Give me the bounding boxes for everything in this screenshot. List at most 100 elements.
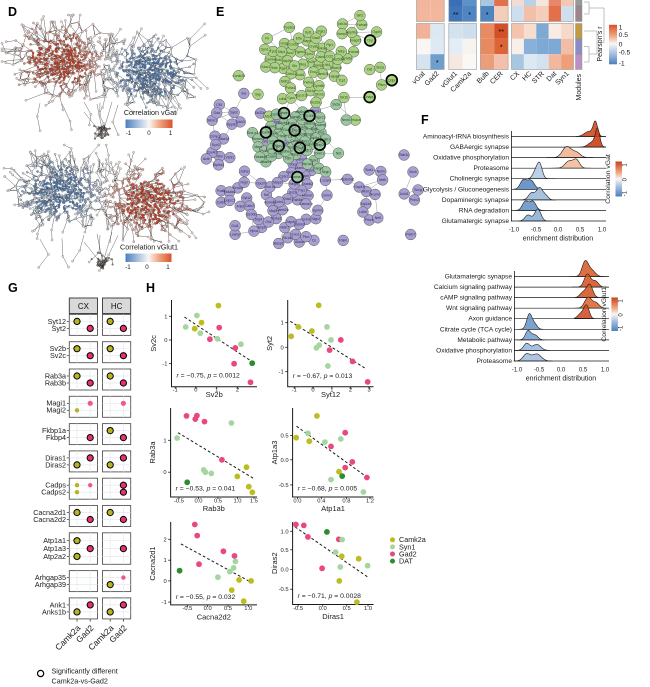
svg-text:0: 0: [619, 41, 623, 48]
svg-text:Cntn1: Cntn1: [290, 129, 299, 133]
svg-text:r = −0.53, p = 0.041: r = −0.53, p = 0.041: [176, 486, 236, 493]
svg-text:Uqcrc1: Uqcrc1: [224, 199, 235, 203]
svg-text:Park7: Park7: [406, 233, 415, 237]
svg-text:Glutamatergic synapse: Glutamatergic synapse: [442, 218, 510, 225]
svg-text:Gad2: Gad2: [312, 36, 320, 40]
svg-text:Cadps: Cadps: [45, 481, 66, 490]
svg-text:Ncam1: Ncam1: [370, 193, 381, 197]
svg-text:Gap43: Gap43: [354, 185, 364, 189]
svg-text:Cplx2: Cplx2: [305, 52, 314, 56]
svg-text:Gprin1: Gprin1: [271, 112, 281, 116]
svg-text:-0.5: -0.5: [279, 587, 289, 593]
svg-text:Crmp1: Crmp1: [210, 134, 220, 138]
svg-text:RNA degradation: RNA degradation: [459, 207, 510, 214]
svg-text:Dlg4: Dlg4: [311, 127, 318, 131]
svg-text:Ina: Ina: [241, 92, 246, 96]
svg-text:Marcks: Marcks: [295, 166, 306, 170]
svg-text:Nlgn2: Nlgn2: [274, 144, 283, 148]
svg-text:0: 0: [194, 388, 197, 394]
svg-text:Gapdh: Gapdh: [286, 220, 296, 224]
svg-text:Scn2a: Scn2a: [304, 132, 314, 136]
svg-text:1: 1: [166, 264, 170, 271]
svg-text:Calb2: Calb2: [245, 204, 254, 208]
svg-text:Ogdh: Ogdh: [372, 30, 380, 34]
svg-text:Arhgap39: Arhgap39: [35, 580, 66, 589]
svg-text:Cfl1: Cfl1: [216, 103, 222, 107]
svg-text:Hpca: Hpca: [278, 134, 286, 138]
svg-text:Mog: Mog: [299, 62, 306, 66]
svg-text:Wnt signaling pathway: Wnt signaling pathway: [446, 305, 513, 312]
svg-text:Calcium signaling pathway: Calcium signaling pathway: [434, 284, 513, 291]
svg-text:0: 0: [623, 177, 629, 181]
svg-text:Stmn1: Stmn1: [207, 118, 217, 122]
svg-text:Stx1a: Stx1a: [306, 89, 315, 93]
svg-text:Fkbp1a: Fkbp1a: [42, 426, 66, 435]
svg-text:Sv2c: Sv2c: [50, 351, 66, 360]
svg-text:Aminoacyl-tRNA biosynthesis: Aminoacyl-tRNA biosynthesis: [423, 134, 510, 141]
svg-text:1: 1: [215, 388, 218, 394]
svg-text:Cox4i1: Cox4i1: [207, 151, 218, 155]
svg-text:Slc32a1: Slc32a1: [310, 100, 322, 104]
svg-text:Rgs4: Rgs4: [279, 67, 287, 71]
svg-text:Mbp: Mbp: [338, 50, 345, 54]
svg-text:Sv2a: Sv2a: [332, 103, 340, 107]
svg-text:Rab3a: Rab3a: [45, 371, 66, 380]
svg-text:Map2: Map2: [316, 143, 325, 147]
svg-text:Hspa8: Hspa8: [329, 74, 339, 78]
svg-text:-1: -1: [279, 370, 284, 376]
svg-text:0.8: 0.8: [342, 498, 350, 504]
svg-text:S100b: S100b: [305, 114, 315, 118]
svg-text:Slc1a2: Slc1a2: [283, 236, 293, 240]
svg-text:1.0: 1.0: [601, 368, 610, 374]
svg-text:Syt1: Syt1: [283, 141, 290, 145]
svg-text:-1: -1: [618, 325, 624, 331]
svg-text:Fkbp4: Fkbp4: [46, 433, 66, 442]
svg-text:Cacna1b: Cacna1b: [299, 202, 313, 206]
svg-text:Grin1: Grin1: [269, 139, 277, 143]
svg-text:0.5: 0.5: [579, 368, 588, 374]
svg-text:1.5: 1.5: [250, 498, 258, 504]
svg-text:-1.0: -1.0: [512, 368, 523, 374]
svg-text:Thy1: Thy1: [298, 188, 306, 192]
svg-text:Marcks: Marcks: [290, 115, 301, 119]
svg-text:0.5: 0.5: [619, 32, 629, 39]
svg-text:Proteasome: Proteasome: [476, 358, 512, 365]
svg-text:L1cam: L1cam: [266, 154, 276, 158]
svg-text:Dnaja1: Dnaja1: [364, 95, 375, 99]
svg-text:H: H: [146, 281, 155, 295]
svg-text:1: 1: [163, 438, 166, 444]
svg-text:Mapt: Mapt: [254, 145, 262, 149]
svg-text:Cacna2d1: Cacna2d1: [33, 508, 66, 517]
svg-text:0.0: 0.0: [281, 458, 289, 464]
svg-text:Mdh2: Mdh2: [281, 80, 290, 84]
svg-text:Etfa: Etfa: [296, 36, 302, 40]
svg-text:Ldha: Ldha: [279, 97, 287, 101]
svg-text:Sdha: Sdha: [282, 149, 290, 153]
svg-text:D: D: [8, 5, 17, 19]
svg-text:Slc25a4: Slc25a4: [332, 57, 344, 61]
svg-text:0: 0: [618, 313, 624, 317]
svg-text:Prkar1b: Prkar1b: [330, 66, 342, 70]
svg-text:Pearson's r: Pearson's r: [597, 26, 604, 62]
svg-text:Stx1b: Stx1b: [340, 96, 349, 100]
svg-text:0.0: 0.0: [554, 228, 563, 234]
svg-text:-1: -1: [125, 264, 131, 271]
svg-text:Snca: Snca: [289, 162, 297, 166]
svg-text:Shank2: Shank2: [260, 131, 272, 135]
svg-text:Citrate cycle (TCA cycle): Citrate cycle (TCA cycle): [440, 326, 512, 333]
svg-text:0.0: 0.0: [204, 606, 212, 612]
svg-text:Gnb1: Gnb1: [275, 58, 283, 62]
svg-text:Magi1: Magi1: [46, 399, 66, 408]
svg-text:Nrgn: Nrgn: [322, 170, 329, 174]
svg-text:Atp5o: Atp5o: [265, 114, 274, 118]
svg-text:Nrgn: Nrgn: [241, 180, 248, 184]
svg-text:cAMP signaling pathway: cAMP signaling pathway: [440, 295, 512, 302]
svg-text:Ppp3ca: Ppp3ca: [284, 26, 296, 30]
svg-text:0.0: 0.0: [557, 368, 566, 374]
svg-text:enrichment distribution: enrichment distribution: [523, 236, 594, 243]
svg-text:*: *: [436, 60, 439, 67]
svg-text:Ldhb: Ldhb: [359, 210, 367, 214]
svg-text:Significantly different: Significantly different: [52, 667, 118, 676]
svg-text:r = −0.75, p = 0.0012: r = −0.75, p = 0.0012: [177, 373, 241, 380]
svg-text:-0.5: -0.5: [293, 606, 303, 612]
